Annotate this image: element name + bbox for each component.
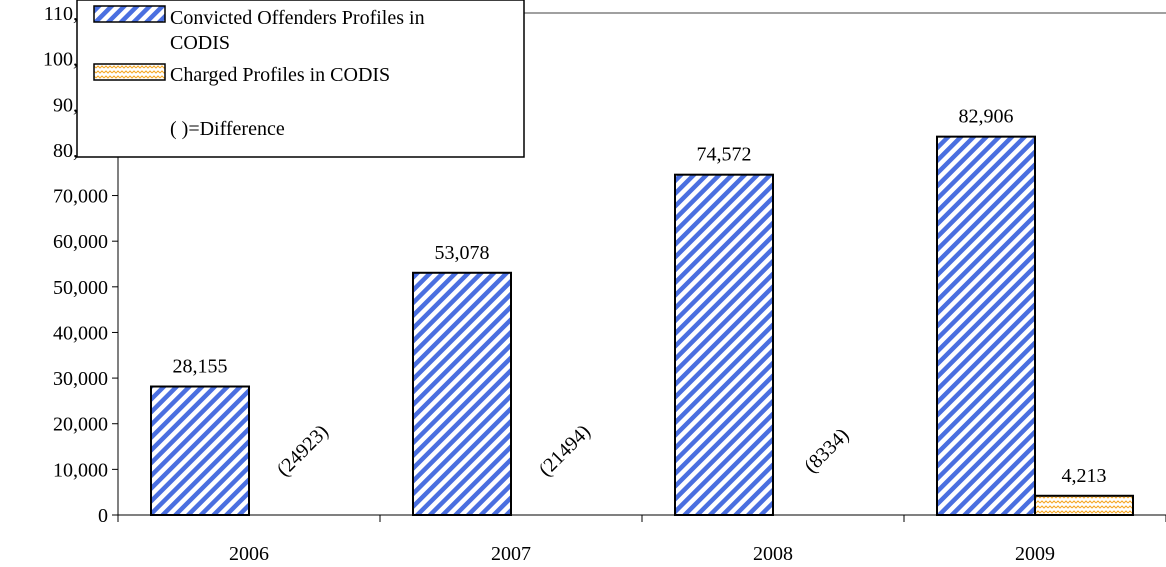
x-tick-label: 2009 [1015, 543, 1055, 565]
x-tick-label: 2008 [753, 543, 793, 565]
bars [150, 135, 1134, 517]
bar-convicted-2008 [674, 173, 774, 516]
x-tick-label: 2006 [229, 543, 269, 565]
difference-label: (21494) [535, 421, 595, 481]
legend-difference-note: ( )=Difference [170, 118, 285, 140]
bar-convicted-2007 [412, 271, 512, 516]
y-tick-label: 50,000 [53, 277, 108, 299]
y-tick-label: 20,000 [53, 414, 108, 436]
data-label: 82,906 [959, 106, 1014, 128]
data-label: 74,572 [697, 144, 752, 166]
legend: Convicted Offenders Profiles in CODIS Ch… [76, 0, 525, 158]
y-tick-label: 0 [98, 505, 108, 527]
y-tick-label: 60,000 [53, 231, 108, 253]
bar-convicted-2006 [150, 385, 250, 516]
bar-convicted-2009 [936, 135, 1036, 517]
difference-label: (24923) [273, 421, 333, 481]
legend-label-convicted: Convicted Offenders Profiles in CODIS [170, 7, 430, 54]
x-axis: 2006 2007 2008 2009 [117, 514, 1166, 565]
legend-swatch-convicted [93, 5, 166, 23]
bar-charged-2009 [1034, 494, 1134, 517]
legend-label-charged: Charged Profiles in CODIS [170, 64, 390, 86]
y-tick-label: 40,000 [53, 322, 108, 344]
y-tick-label: 10,000 [53, 459, 108, 481]
legend-swatch-charged [93, 63, 166, 81]
y-tick-label: 70,000 [53, 186, 108, 208]
x-tick-label: 2007 [491, 543, 531, 565]
data-label: 4,213 [1062, 465, 1107, 487]
data-label: 53,078 [435, 242, 490, 264]
difference-label: (8334) [800, 424, 853, 477]
y-tick-label: 30,000 [53, 368, 108, 390]
data-label: 28,155 [173, 356, 228, 378]
